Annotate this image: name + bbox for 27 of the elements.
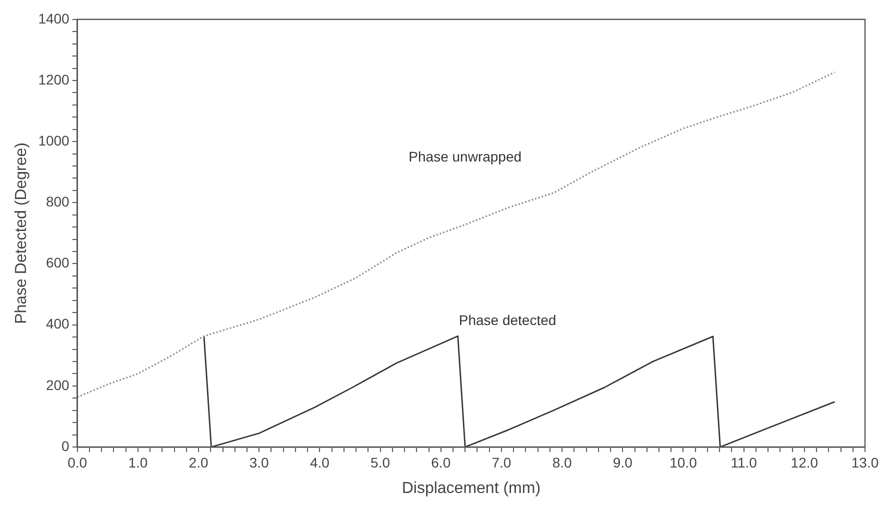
- y-tick-label: 1200: [38, 71, 70, 88]
- x-tick-label: 4.0: [310, 454, 330, 470]
- y-tick-label: 600: [46, 254, 70, 271]
- series-label: Phase detected: [458, 312, 556, 328]
- y-tick-label: 0: [62, 438, 70, 454]
- text: Phase unwrapped: [408, 148, 522, 165]
- y-tick-label: 800: [46, 194, 70, 210]
- x-tick-label: 12.0: [790, 454, 818, 470]
- x-tick-label: 8.0: [552, 454, 572, 470]
- x-tick-label: 7.0: [492, 454, 512, 470]
- x-axis-title: Displacement (mm): [402, 480, 541, 497]
- x-tick-label: 9.0: [612, 454, 633, 470]
- x-tick-label: 13.0: [851, 454, 879, 470]
- x-tick-label: 0.0: [68, 454, 88, 470]
- y-tick-label: 200: [46, 376, 70, 393]
- y-tick-label: 1000: [38, 132, 70, 148]
- line-series: [77, 71, 836, 398]
- x-tick-label: 2.0: [188, 454, 208, 470]
- x-tick-label: 11.0: [730, 454, 758, 470]
- y-axis-title: Phase Detected (Degree): [13, 142, 30, 324]
- x-tick-label: 1.0: [128, 454, 148, 470]
- x-tick-label: 3.0: [249, 454, 270, 470]
- x-tick-label: 5.0: [370, 454, 390, 470]
- x-tick-label: 10.0: [670, 454, 698, 470]
- x-tick-label: 6.0: [431, 454, 451, 470]
- y-tick-label: 400: [46, 316, 70, 332]
- y-tick-label: 1400: [38, 10, 70, 26]
